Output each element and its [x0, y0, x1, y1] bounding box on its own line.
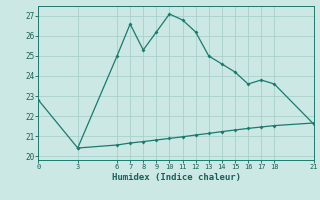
X-axis label: Humidex (Indice chaleur): Humidex (Indice chaleur)	[111, 173, 241, 182]
